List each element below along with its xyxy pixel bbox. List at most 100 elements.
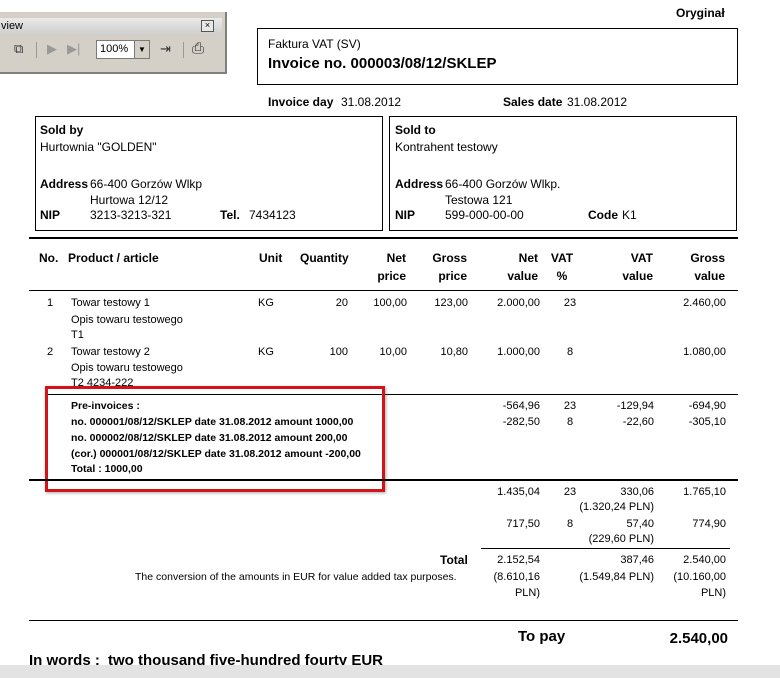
col-header-net-price: Net <box>386 251 406 265</box>
row-quantity: 100 <box>329 346 348 358</box>
seller-address-line2: Hurtowa 12/12 <box>90 193 169 207</box>
conversion-note: The conversion of the amounts in EUR for… <box>135 571 457 583</box>
preinvoice-gross: -305,10 <box>688 416 726 428</box>
seller-box: Sold by Hurtownia "GOLDEN" Address 66-40… <box>35 116 383 231</box>
preinvoice-header: Pre-invoices : <box>71 400 140 412</box>
total-gross-pln: (10.160,00 <box>673 571 726 583</box>
header-bottom-border <box>29 290 738 291</box>
row-unit: KG <box>258 346 274 358</box>
total-net-pln: (8.610,16 <box>493 571 540 583</box>
seller-name: Hurtownia "GOLDEN" <box>40 140 157 154</box>
summary-vat: 23 <box>563 486 577 498</box>
invoice-type: Faktura VAT (SV) <box>268 37 361 51</box>
seller-nip-label: NIP <box>40 208 61 222</box>
preinvoice-vat: 23 <box>563 400 577 412</box>
preinvoice-total: Total : 1000,00 <box>71 463 143 475</box>
summary-top-border <box>29 479 738 481</box>
close-icon[interactable]: × <box>201 20 214 32</box>
row-description-code: T1 <box>71 329 84 341</box>
col-header-net-price-2: price <box>377 269 406 283</box>
row-net-price: 10,00 <box>379 346 407 358</box>
row-vat: 23 <box>563 297 577 309</box>
total-top-border <box>481 548 730 549</box>
total-vat-pln: (1.549,84 PLN) <box>579 571 654 583</box>
total-gross-pln-2: PLN) <box>700 587 726 599</box>
toolbar-title: view <box>1 20 24 32</box>
col-header-gross-price-2: price <box>438 269 467 283</box>
seller-tel: 7434123 <box>249 208 296 222</box>
invoice-title-box: Faktura VAT (SV) Invoice no. 000003/08/1… <box>257 28 738 85</box>
toolbar-separator <box>36 42 37 58</box>
row-gross-price: 10,80 <box>440 346 468 358</box>
to-pay-top-border <box>29 620 738 621</box>
col-header-unit: Unit <box>259 251 283 265</box>
summary-vat-pln: (229,60 PLN) <box>588 533 654 545</box>
total-gross: 2.540,00 <box>683 554 726 566</box>
buyer-address-label: Address <box>395 177 444 191</box>
row-no: 2 <box>47 346 54 358</box>
col-header-vat-2: % <box>556 269 568 283</box>
buyer-code: K1 <box>622 208 637 222</box>
summary-vat-value: 57,40 <box>626 518 654 530</box>
summary-vat: 8 <box>566 518 574 530</box>
col-header-vat-value-2: value <box>622 269 653 283</box>
col-header-quantity: Quantity <box>300 251 349 265</box>
row-net-value: 2.000,00 <box>497 297 540 309</box>
buyer-address-line1: 66-400 Gorzów Wlkp. <box>445 177 561 191</box>
row-net-value: 1.000,00 <box>497 346 540 358</box>
col-header-no: No. <box>39 251 59 265</box>
summary-net: 717,50 <box>506 518 540 530</box>
col-header-net-value-2: value <box>507 269 538 283</box>
seller-address-line1: 66-400 Gorzów Wlkp <box>90 177 203 191</box>
col-header-vat-value: VAT <box>630 251 653 265</box>
buyer-box: Sold to Kontrahent testowy Address 66-40… <box>389 116 737 231</box>
buyer-header: Sold to <box>395 123 436 137</box>
next-page-icon[interactable]: ▶ <box>47 41 57 56</box>
copy-pages-icon[interactable]: ⧉ <box>14 41 24 56</box>
invoice-day-label: Invoice day <box>268 95 334 109</box>
row-product: Towar testowy 2 <box>71 346 150 358</box>
row-unit: KG <box>258 297 274 309</box>
summary-gross: 774,90 <box>692 518 726 530</box>
to-pay-amount: 2.540,00 <box>669 630 728 647</box>
exit-icon[interactable]: ⇥ <box>160 41 171 56</box>
invoice-number: Invoice no. 000003/08/12/SKLEP <box>268 55 497 72</box>
col-header-product: Product / article <box>68 251 159 265</box>
preinvoice-line: (cor.) 000001/08/12/SKLEP date 31.08.201… <box>71 448 361 460</box>
seller-nip: 3213-3213-321 <box>90 208 172 222</box>
row-description: Opis towaru testowego <box>71 314 183 326</box>
row-vat: 8 <box>566 346 574 358</box>
row-gross-value: 1.080,00 <box>683 346 726 358</box>
seller-header: Sold by <box>40 123 84 137</box>
zoom-value: 100% <box>100 43 129 55</box>
summary-vat-pln: (1.320,24 PLN) <box>579 501 654 513</box>
buyer-address-line2: Testowa 121 <box>445 193 513 207</box>
table-top-border <box>29 237 738 239</box>
buyer-nip-label: NIP <box>395 208 416 222</box>
buyer-name: Kontrahent testowy <box>395 140 498 154</box>
toolbar-title-bar[interactable]: view × <box>0 18 222 34</box>
preinvoice-vat-value: -22,60 <box>622 416 654 428</box>
col-header-vat: VAT <box>550 251 574 265</box>
row-product: Towar testowy 1 <box>71 297 150 309</box>
row-gross-value: 2.460,00 <box>683 297 726 309</box>
in-words-label: In words : <box>29 652 100 669</box>
highlight-annotation-box <box>45 386 385 492</box>
total-net-pln-2: PLN) <box>514 587 540 599</box>
preinvoice-net: -564,96 <box>502 400 540 412</box>
summary-vat-value: 330,06 <box>620 486 654 498</box>
last-page-icon[interactable]: ▶| <box>67 41 81 56</box>
chevron-down-icon[interactable]: ▼ <box>134 41 149 58</box>
preinvoice-gross: -694,90 <box>688 400 726 412</box>
to-pay-label: To pay <box>518 628 566 645</box>
print-icon[interactable]: ⎙ <box>192 40 205 57</box>
in-words-text: two thousand five-hundred fourty EUR <box>108 652 383 669</box>
preinvoice-vat-value: -129,94 <box>616 400 654 412</box>
toolbar-separator <box>183 42 184 58</box>
row-description: Opis towaru testowego <box>71 362 183 374</box>
preinvoice-vat: 8 <box>566 416 574 428</box>
row-gross-price: 123,00 <box>434 297 468 309</box>
col-header-net-value: Net <box>518 251 538 265</box>
zoom-select[interactable]: 100% ▼ <box>96 40 150 59</box>
summary-gross: 1.765,10 <box>683 486 726 498</box>
